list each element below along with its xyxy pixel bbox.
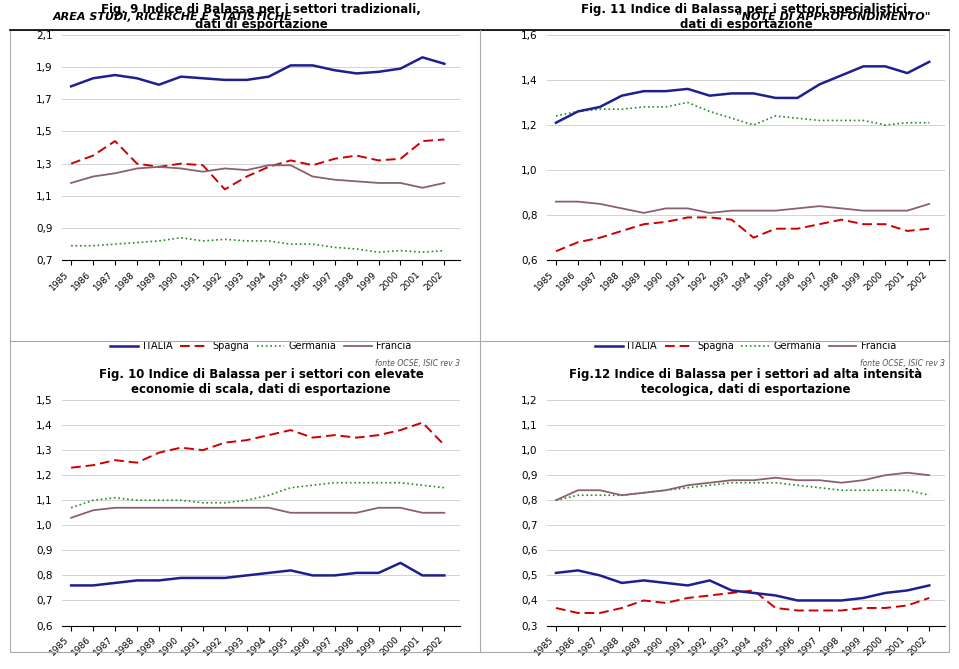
Title: Fig. 10 Indice di Balassa per i settori con elevate
economie di scala, dati di e: Fig. 10 Indice di Balassa per i settori … bbox=[99, 368, 424, 396]
Text: AREA STUDI, RICERCHE E STATISTICHE: AREA STUDI, RICERCHE E STATISTICHE bbox=[53, 12, 292, 21]
Legend: ITALIA, Spagna, Germania, Francia: ITALIA, Spagna, Germania, Francia bbox=[106, 337, 415, 355]
Title: Fig. 11 Indice di Balassa per i settori specialistici,
dati di esportazione: Fig. 11 Indice di Balassa per i settori … bbox=[580, 3, 911, 31]
Text: "NOTE DI APPROFONDIMENTO": "NOTE DI APPROFONDIMENTO" bbox=[736, 12, 930, 21]
Legend: ITALIA, Spagna, Germania, Francia: ITALIA, Spagna, Germania, Francia bbox=[592, 337, 901, 355]
Title: Fig.12 Indice di Balassa per i settori ad alta intensità
tecologica, dati di esp: Fig.12 Indice di Balassa per i settori a… bbox=[570, 368, 923, 396]
Text: fonte OCSE, ISIC rev 3: fonte OCSE, ISIC rev 3 bbox=[375, 359, 459, 369]
Text: fonte OCSE, ISIC rev 3: fonte OCSE, ISIC rev 3 bbox=[859, 359, 945, 369]
Title: Fig. 9 Indice di Balassa per i settori tradizionali,
dati di esportazione: Fig. 9 Indice di Balassa per i settori t… bbox=[101, 3, 421, 31]
